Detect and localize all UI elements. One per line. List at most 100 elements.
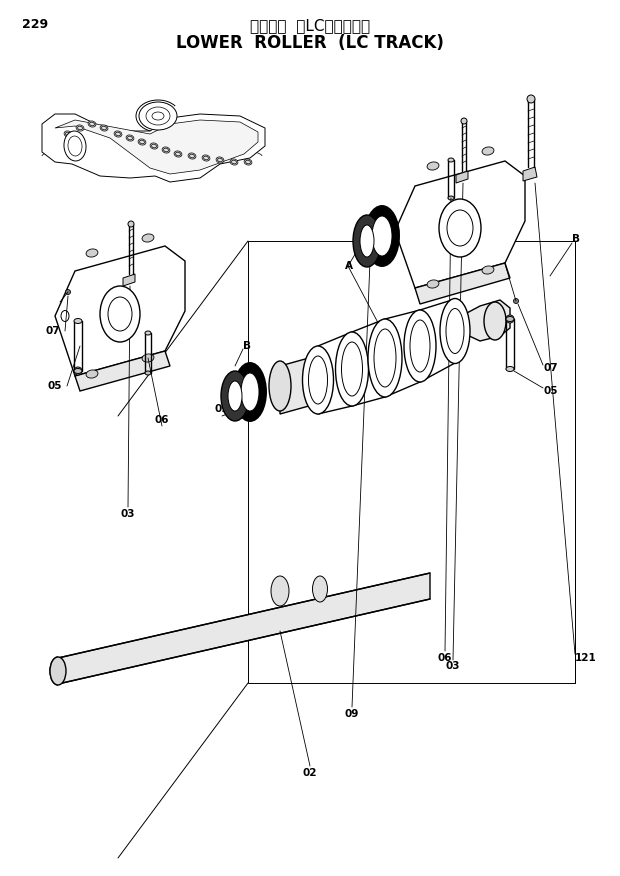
Ellipse shape (202, 155, 210, 161)
Text: 121: 121 (575, 653, 596, 663)
Ellipse shape (447, 210, 473, 246)
Ellipse shape (527, 95, 535, 103)
Ellipse shape (74, 319, 82, 323)
Polygon shape (55, 120, 258, 174)
Ellipse shape (241, 373, 259, 411)
Ellipse shape (142, 354, 154, 362)
Ellipse shape (108, 297, 132, 331)
Ellipse shape (271, 576, 289, 606)
Ellipse shape (439, 199, 481, 257)
Ellipse shape (374, 329, 396, 387)
Ellipse shape (76, 125, 84, 131)
Text: 下ローラ  （LCトラック）: 下ローラ （LCトラック） (250, 18, 370, 33)
Ellipse shape (114, 131, 122, 137)
Ellipse shape (86, 370, 98, 378)
Ellipse shape (145, 371, 151, 375)
Ellipse shape (64, 131, 72, 137)
Ellipse shape (139, 102, 177, 130)
Text: A: A (345, 261, 353, 271)
Ellipse shape (138, 139, 146, 145)
Ellipse shape (50, 657, 66, 685)
Text: 07: 07 (543, 363, 557, 373)
Ellipse shape (100, 286, 140, 342)
Text: 09: 09 (215, 404, 229, 414)
Ellipse shape (404, 310, 436, 382)
Ellipse shape (484, 302, 506, 340)
Ellipse shape (126, 135, 134, 141)
Text: 03: 03 (121, 509, 135, 519)
Ellipse shape (162, 147, 170, 153)
Ellipse shape (174, 151, 182, 157)
Ellipse shape (269, 361, 291, 411)
Ellipse shape (360, 225, 374, 257)
Ellipse shape (342, 342, 363, 396)
Ellipse shape (150, 143, 158, 149)
Ellipse shape (513, 299, 518, 303)
Ellipse shape (440, 299, 470, 364)
Polygon shape (280, 356, 316, 414)
Ellipse shape (391, 225, 399, 237)
Ellipse shape (410, 320, 430, 372)
Text: 05: 05 (543, 386, 557, 396)
Ellipse shape (303, 346, 334, 414)
Ellipse shape (482, 147, 494, 155)
Text: LOWER  ROLLER  (LC TRACK): LOWER ROLLER (LC TRACK) (176, 34, 444, 52)
Ellipse shape (448, 196, 454, 200)
Text: 02: 02 (303, 768, 317, 778)
Ellipse shape (448, 158, 454, 162)
Ellipse shape (312, 576, 327, 602)
Ellipse shape (221, 371, 249, 421)
Text: B: B (572, 234, 580, 244)
Text: 06: 06 (438, 653, 452, 663)
Text: 07: 07 (45, 326, 60, 336)
Ellipse shape (446, 308, 464, 354)
Ellipse shape (142, 234, 154, 242)
Ellipse shape (309, 356, 327, 404)
Ellipse shape (427, 280, 439, 288)
Ellipse shape (88, 121, 96, 127)
Ellipse shape (244, 159, 252, 165)
Ellipse shape (228, 381, 242, 411)
Ellipse shape (482, 266, 494, 274)
Ellipse shape (353, 215, 381, 267)
Ellipse shape (188, 153, 196, 159)
Polygon shape (123, 274, 135, 286)
Ellipse shape (128, 221, 134, 227)
Ellipse shape (66, 289, 71, 294)
Ellipse shape (365, 206, 399, 266)
Text: 03: 03 (446, 661, 460, 671)
Ellipse shape (427, 162, 439, 170)
Ellipse shape (74, 369, 82, 373)
Text: B: B (243, 341, 251, 351)
Ellipse shape (506, 366, 514, 371)
Polygon shape (395, 161, 525, 288)
Polygon shape (55, 246, 185, 376)
Ellipse shape (74, 367, 82, 375)
Ellipse shape (145, 331, 151, 335)
Polygon shape (415, 263, 510, 304)
Text: 05: 05 (47, 381, 61, 391)
Ellipse shape (368, 319, 402, 397)
Ellipse shape (335, 332, 368, 406)
Ellipse shape (230, 159, 238, 165)
Polygon shape (75, 351, 170, 391)
Ellipse shape (506, 315, 514, 323)
Ellipse shape (86, 249, 98, 257)
Ellipse shape (64, 131, 86, 161)
Text: 00: 00 (360, 239, 374, 249)
Text: 09: 09 (345, 709, 359, 719)
Ellipse shape (372, 216, 392, 256)
Ellipse shape (234, 363, 266, 421)
Polygon shape (523, 167, 537, 181)
Polygon shape (465, 300, 510, 341)
Text: 06: 06 (155, 415, 169, 425)
Ellipse shape (100, 125, 108, 131)
Ellipse shape (61, 310, 69, 321)
Polygon shape (42, 114, 265, 182)
Ellipse shape (216, 157, 224, 163)
Ellipse shape (461, 118, 467, 124)
Ellipse shape (506, 316, 514, 321)
Text: 229: 229 (22, 18, 48, 31)
Polygon shape (58, 573, 430, 684)
Polygon shape (456, 171, 468, 183)
